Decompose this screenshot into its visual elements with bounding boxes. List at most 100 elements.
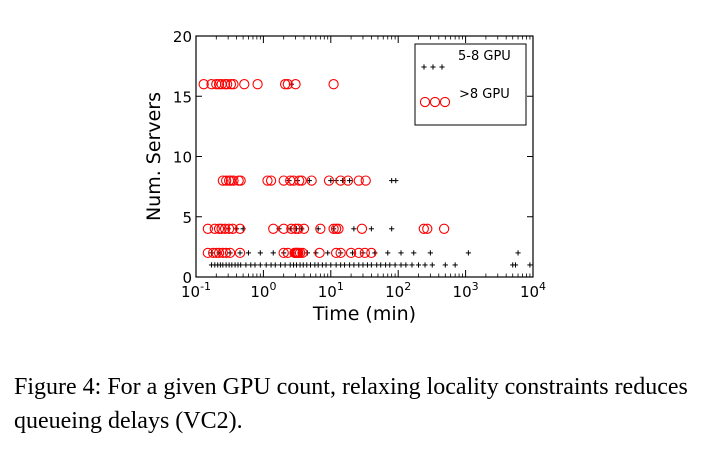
data-point-gt8-gpu — [225, 79, 237, 90]
y-tick-label: 5 — [182, 209, 192, 227]
x-tick-label: 102 — [385, 280, 411, 301]
data-point-gt8-gpu — [296, 175, 307, 186]
data-point-gt8-gpu — [293, 223, 304, 234]
data-point-gt8-gpu — [227, 223, 238, 234]
legend-plus-marker — [421, 64, 427, 70]
data-point-5-8-gpu — [245, 250, 252, 256]
data-point-gt8-gpu — [219, 223, 231, 234]
legend-circle-marker — [429, 96, 441, 108]
data-point-5-8-gpu — [325, 250, 331, 256]
data-point-gt8-gpu — [278, 223, 289, 234]
data-point-5-8-gpu — [368, 262, 374, 268]
data-point-gt8-gpu — [268, 223, 279, 234]
data-point-5-8-gpu — [315, 226, 321, 232]
data-point-gt8-gpu — [335, 175, 346, 186]
data-point-5-8-gpu — [257, 262, 263, 268]
y-tick-label: 15 — [173, 88, 192, 106]
data-point-5-8-gpu — [328, 178, 334, 184]
data-point-5-8-gpu — [512, 262, 519, 268]
data-point-5-8-gpu — [372, 250, 378, 256]
data-point-gt8-gpu — [198, 79, 209, 90]
data-point-5-8-gpu — [378, 262, 384, 268]
data-point-gt8-gpu — [323, 175, 335, 186]
data-point-gt8-gpu — [217, 247, 228, 259]
data-point-gt8-gpu — [330, 247, 342, 259]
data-point-5-8-gpu — [393, 178, 399, 184]
data-point-gt8-gpu — [278, 175, 289, 186]
legend-marker-circle — [419, 96, 451, 108]
legend: 5-8 GPU >8 GPU — [414, 43, 527, 126]
y-tick-label: 10 — [173, 149, 192, 167]
data-point-gt8-gpu — [333, 223, 344, 234]
data-point-5-8-gpu — [398, 250, 404, 256]
data-point-gt8-gpu — [438, 223, 450, 234]
data-point-5-8-gpu — [313, 250, 319, 256]
data-point-5-8-gpu — [323, 262, 329, 268]
data-point-5-8-gpu — [387, 262, 393, 268]
data-point-5-8-gpu — [272, 262, 278, 268]
data-point-gt8-gpu — [290, 223, 301, 234]
data-point-gt8-gpu — [228, 175, 239, 186]
x-tick-label: 103 — [453, 280, 479, 301]
data-point-gt8-gpu — [345, 247, 357, 259]
data-point-gt8-gpu — [359, 247, 370, 259]
data-point-gt8-gpu — [286, 223, 297, 234]
data-point-gt8-gpu — [353, 175, 364, 186]
data-point-gt8-gpu — [202, 223, 214, 234]
data-point-5-8-gpu — [346, 178, 353, 184]
data-point-5-8-gpu — [392, 262, 398, 268]
data-point-gt8-gpu — [279, 79, 291, 90]
x-tick-label: 104 — [520, 280, 546, 301]
y-axis-label: Num. Servers — [143, 92, 165, 221]
data-point-5-8-gpu — [340, 178, 346, 184]
data-point-gt8-gpu — [224, 247, 236, 259]
data-point-gt8-gpu — [213, 79, 225, 90]
data-point-gt8-gpu — [418, 223, 429, 234]
data-point-5-8-gpu — [403, 262, 409, 268]
data-point-gt8-gpu — [297, 247, 308, 259]
data-point-5-8-gpu — [243, 262, 249, 268]
axis-ticks: 0 5 10 15 20 10-1 100 101 102 103 104 — [173, 28, 546, 301]
data-point-5-8-gpu — [238, 262, 244, 268]
legend-label-gt8-gpu: >8 GPU — [459, 87, 510, 102]
data-point-gt8-gpu — [209, 223, 220, 234]
data-point-gt8-gpu — [220, 247, 232, 259]
legend-circle-marker — [419, 96, 431, 108]
data-point-gt8-gpu — [239, 79, 250, 90]
data-point-gt8-gpu — [222, 79, 233, 90]
data-point-5-8-gpu — [385, 250, 391, 256]
data-point-gt8-gpu — [342, 175, 354, 186]
legend-label-5-8-gpu: 5-8 GPU — [458, 49, 511, 64]
data-point-gt8-gpu — [328, 223, 339, 234]
data-point-gt8-gpu — [290, 79, 301, 90]
data-point-gt8-gpu — [288, 175, 299, 186]
y-tick-label: 20 — [173, 28, 192, 46]
data-point-gt8-gpu — [298, 223, 310, 234]
data-point-5-8-gpu — [351, 226, 357, 232]
y-tick-label: 0 — [182, 269, 192, 287]
data-point-gt8-gpu — [262, 175, 273, 186]
data-point-5-8-gpu — [442, 262, 448, 268]
data-point-gt8-gpu — [314, 247, 325, 259]
data-point-5-8-gpu — [257, 250, 263, 256]
data-point-gt8-gpu — [282, 79, 293, 90]
data-point-gt8-gpu — [330, 223, 342, 234]
data-point-5-8-gpu — [465, 250, 471, 256]
data-point-5-8-gpu — [282, 262, 288, 268]
data-point-gt8-gpu — [353, 247, 364, 259]
data-point-5-8-gpu — [368, 226, 374, 232]
data-point-gt8-gpu — [360, 175, 371, 186]
data-point-5-8-gpu — [452, 262, 458, 268]
data-point-gt8-gpu — [315, 223, 326, 234]
legend-circle-marker — [439, 96, 451, 108]
data-point-gt8-gpu — [216, 223, 227, 234]
data-point-5-8-gpu — [427, 250, 433, 256]
data-point-5-8-gpu — [429, 262, 435, 268]
scatter-chart: 0 5 10 15 20 10-1 100 101 102 103 104 Time (min) N… — [143, 28, 546, 325]
data-point-5-8-gpu — [341, 262, 348, 268]
data-point-gt8-gpu — [356, 223, 368, 234]
data-point-5-8-gpu — [328, 262, 334, 268]
data-point-5-8-gpu — [415, 262, 422, 268]
data-point-5-8-gpu — [237, 250, 243, 256]
data-point-gt8-gpu — [328, 79, 339, 90]
